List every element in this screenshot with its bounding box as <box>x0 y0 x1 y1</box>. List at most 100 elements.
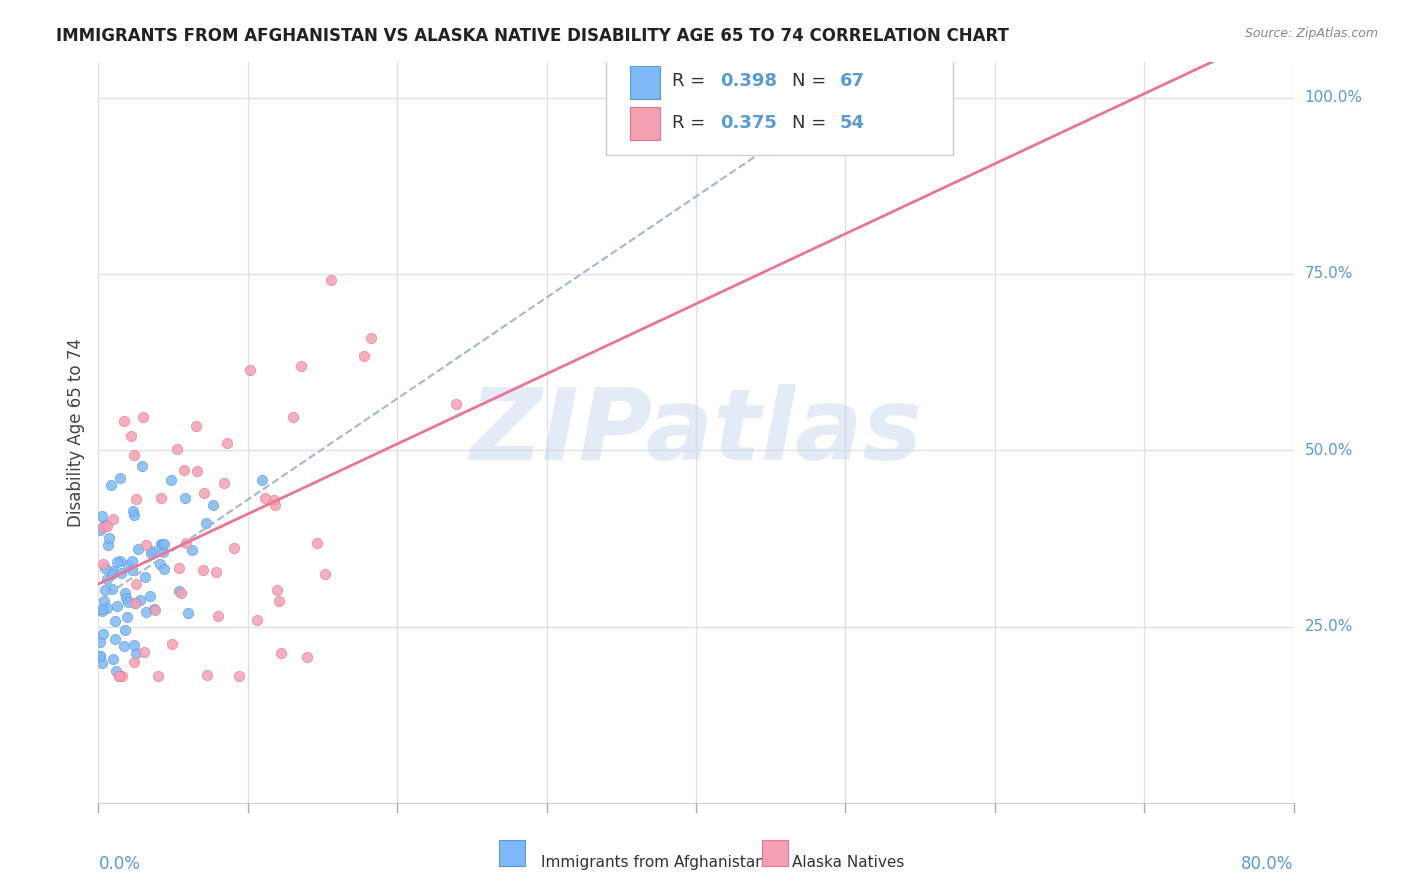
Point <box>139 589 162 603</box>
Point <box>125 491 148 506</box>
Text: 75.0%: 75.0% <box>1305 267 1353 282</box>
Point <box>170 586 193 600</box>
Point <box>101 582 124 597</box>
Point <box>91 626 114 640</box>
Point <box>239 363 262 377</box>
Text: 0.398: 0.398 <box>720 72 778 90</box>
Point <box>162 637 184 651</box>
Text: R =: R = <box>672 72 711 90</box>
FancyBboxPatch shape <box>606 44 953 155</box>
Text: N =: N = <box>792 72 831 90</box>
Point <box>360 331 382 345</box>
Text: 100.0%: 100.0% <box>1305 90 1362 105</box>
Point <box>125 577 148 591</box>
Point <box>101 564 124 578</box>
Point <box>246 613 269 627</box>
Point <box>174 536 197 550</box>
Point <box>191 563 214 577</box>
Bar <box>762 840 787 866</box>
Point <box>184 419 207 434</box>
Point <box>89 634 111 648</box>
Point <box>267 594 290 608</box>
Point <box>297 650 319 665</box>
Point <box>314 567 336 582</box>
Text: Alaska Natives: Alaska Natives <box>792 855 904 870</box>
Point <box>141 544 163 558</box>
Point <box>122 448 145 462</box>
Point <box>152 537 174 551</box>
Bar <box>630 66 661 99</box>
Point <box>169 561 191 575</box>
Point <box>108 554 131 568</box>
Point <box>263 498 285 512</box>
Point <box>101 651 124 665</box>
Point <box>166 442 188 457</box>
Point <box>135 537 157 551</box>
Point <box>127 541 149 556</box>
Point <box>134 570 156 584</box>
Point <box>108 471 131 485</box>
Point <box>160 473 183 487</box>
Point <box>201 498 224 512</box>
Point <box>228 669 250 683</box>
Point <box>103 512 125 526</box>
Point <box>150 491 173 506</box>
Point <box>153 562 176 576</box>
Point <box>174 491 197 505</box>
Point <box>252 473 274 487</box>
Point <box>114 586 136 600</box>
Point <box>152 545 174 559</box>
Text: 0.375: 0.375 <box>720 114 776 132</box>
Point <box>193 486 215 500</box>
Point <box>177 607 200 621</box>
Point <box>93 561 115 575</box>
Point <box>120 429 142 443</box>
Point <box>124 508 146 523</box>
Point <box>117 594 139 608</box>
Point <box>148 557 170 571</box>
Text: IMMIGRANTS FROM AFGHANISTAN VS ALASKA NATIVE DISABILITY AGE 65 TO 74 CORRELATION: IMMIGRANTS FROM AFGHANISTAN VS ALASKA NA… <box>56 27 1010 45</box>
Point <box>91 557 114 571</box>
Point <box>110 566 132 580</box>
Point <box>205 565 228 579</box>
Point <box>215 436 238 450</box>
Text: Source: ZipAtlas.com: Source: ZipAtlas.com <box>1244 27 1378 40</box>
Point <box>148 669 170 683</box>
Point <box>353 349 375 363</box>
Point <box>270 646 292 660</box>
Text: 0.0%: 0.0% <box>98 855 141 872</box>
Point <box>266 583 288 598</box>
Point <box>444 396 467 410</box>
Point <box>122 638 145 652</box>
Point <box>111 669 134 683</box>
Point <box>91 604 114 618</box>
Point <box>125 646 148 660</box>
Point <box>96 519 118 533</box>
Point <box>94 516 117 531</box>
Point <box>121 504 143 518</box>
Point <box>142 602 165 616</box>
Point <box>91 508 114 523</box>
Text: 80.0%: 80.0% <box>1241 855 1294 872</box>
Point <box>131 459 153 474</box>
Point <box>100 477 122 491</box>
Point <box>90 656 112 670</box>
Point <box>180 542 202 557</box>
Text: Immigrants from Afghanistan: Immigrants from Afghanistan <box>541 855 765 870</box>
Point <box>129 592 152 607</box>
Point <box>186 464 208 478</box>
Text: R =: R = <box>672 114 711 132</box>
Point <box>93 594 115 608</box>
Text: ZIPatlas: ZIPatlas <box>470 384 922 481</box>
Text: 67: 67 <box>839 72 865 90</box>
Point <box>104 614 127 628</box>
Point <box>98 531 121 545</box>
Point <box>307 536 329 550</box>
Text: N =: N = <box>792 114 831 132</box>
Point <box>253 491 276 505</box>
Point <box>105 555 128 569</box>
Text: 54: 54 <box>839 114 865 132</box>
Point <box>195 668 218 682</box>
Point <box>96 600 118 615</box>
Point <box>91 520 114 534</box>
